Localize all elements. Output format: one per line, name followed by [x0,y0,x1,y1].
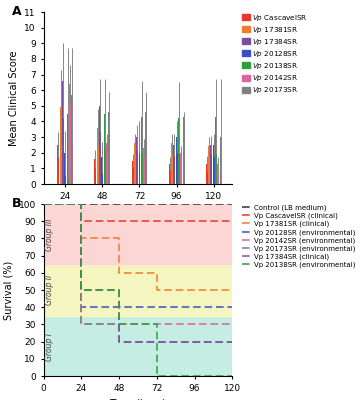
Bar [213,145,215,184]
Bar [97,128,99,184]
Text: Group III: Group III [45,219,54,251]
Bar [146,112,147,184]
Y-axis label: Survival (%): Survival (%) [3,260,13,320]
Bar [178,118,180,184]
Bar [99,106,101,184]
Bar [64,153,66,184]
Bar [71,95,73,184]
Legend: Control (LB medium), Vp CascavelSR (clinical), Vp 17381SR (clinical), Vp 20128SR: Control (LB medium), Vp CascavelSR (clin… [241,204,356,269]
X-axis label: Time (hour): Time (hour) [109,206,167,216]
Bar [57,145,59,184]
Legend: $Vp$ CascavelSR, $Vp$ 17381SR, $Vp$ 17384SR, $Vp$ 20128SR, $Vp$ 20138SR, $Vp$ 20: $Vp$ CascavelSR, $Vp$ 17381SR, $Vp$ 1738… [242,12,309,96]
Bar [208,146,210,184]
X-axis label: Time (hour): Time (hour) [109,398,167,400]
Bar [131,160,134,184]
Bar [215,117,217,184]
Bar [104,114,106,184]
Bar [169,164,171,184]
Bar [60,107,62,184]
Bar [62,81,64,184]
Bar [141,117,143,184]
Bar [44,264,232,316]
Bar [101,158,103,184]
Y-axis label: Mean Clinical Score: Mean Clinical Score [9,50,19,146]
Bar [220,137,222,184]
Bar [176,137,178,184]
Bar [69,84,71,184]
Bar [139,137,140,184]
Bar [108,112,110,184]
Text: A: A [12,5,21,18]
Bar [66,114,69,184]
Bar [106,143,108,184]
Bar [180,153,182,184]
Bar [183,117,184,184]
Bar [217,164,219,184]
Bar [206,164,208,184]
Bar [44,316,232,376]
Bar [173,145,175,184]
Bar [94,159,97,184]
Bar [211,145,212,184]
Bar [136,137,138,184]
Text: Group II: Group II [45,275,54,305]
Bar [134,143,136,184]
Bar [171,143,173,184]
Text: Group I: Group I [45,333,54,361]
Bar [44,204,232,264]
Text: B: B [12,197,21,210]
Bar [143,148,145,184]
